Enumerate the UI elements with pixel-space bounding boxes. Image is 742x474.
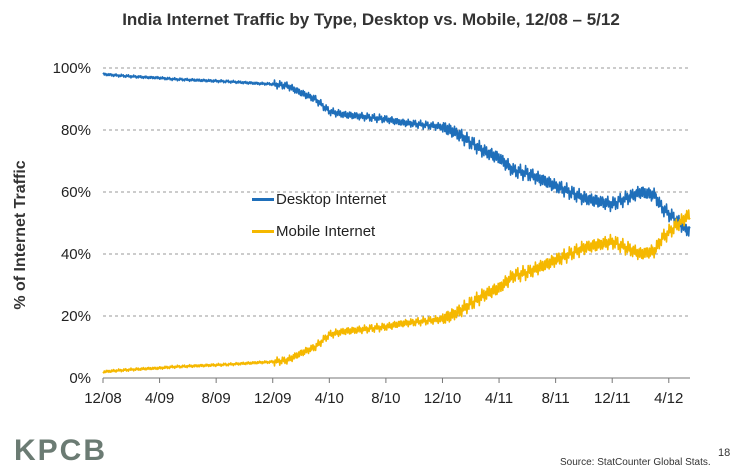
x-tick-label-4: 4/10	[315, 390, 344, 407]
legend-swatch-mobile	[252, 229, 274, 233]
x-tick-label-3: 12/09	[254, 390, 292, 407]
y-tick-label-100: 100%	[53, 60, 91, 77]
series-line-mobile	[102, 209, 691, 374]
legend-label-desktop: Desktop Internet	[276, 190, 387, 208]
page-number: 18	[718, 447, 731, 459]
kpcb-logo: KPCB	[14, 434, 108, 467]
legend-swatch-desktop	[252, 197, 274, 201]
x-tick-label-0: 12/08	[84, 390, 122, 407]
y-tick-label-40: 40%	[61, 246, 91, 263]
x-tick-label-8: 8/11	[542, 390, 570, 407]
y-tick-label-80: 80%	[61, 122, 91, 139]
x-tick-label-1: 4/09	[145, 390, 174, 407]
y-axis-title: % of Internet Traffic	[6, 150, 36, 320]
y-axis-title-text: % of Internet Traffic	[12, 160, 29, 310]
y-tick-label-20: 20%	[61, 308, 91, 325]
x-tick-label-10: 4/12	[654, 390, 683, 407]
chart-title: India Internet Traffic by Type, Desktop …	[122, 10, 620, 29]
source-note: Source: StatCounter Global Stats.	[560, 457, 711, 468]
x-tick-label-9: 12/11	[594, 390, 630, 407]
legend-item-desktop: Desktop Internet	[252, 188, 386, 210]
x-tick-label-2: 8/09	[202, 390, 231, 407]
chart-legend: Desktop Internet Mobile Internet	[252, 188, 386, 252]
legend-item-mobile: Mobile Internet	[252, 220, 386, 242]
x-tick-label-5: 8/10	[371, 390, 400, 407]
y-tick-label-60: 60%	[61, 184, 91, 201]
legend-label-mobile: Mobile Internet	[276, 222, 376, 240]
series-line-desktop	[102, 72, 691, 237]
y-tick-label-0: 0%	[69, 370, 91, 387]
x-tick-label-6: 12/10	[424, 390, 462, 407]
x-tick-label-7: 4/11	[485, 390, 513, 407]
